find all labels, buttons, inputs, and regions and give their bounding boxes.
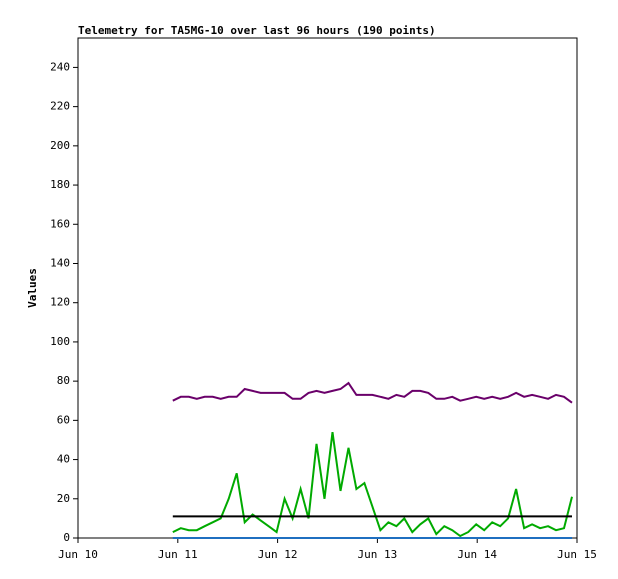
plot-frame [77, 37, 578, 539]
x-tick-label: Jun 11 [158, 548, 198, 561]
y-tick-label: 200 [50, 139, 70, 152]
x-tick-label: Jun 10 [58, 548, 98, 561]
y-tick-label: 240 [50, 60, 70, 73]
y-tick-label: 80 [57, 374, 70, 387]
y-tick-label: 60 [57, 413, 70, 426]
y-tick-label: 140 [50, 256, 70, 269]
y-axis-label: Values [26, 268, 39, 308]
y-tick-label: 120 [50, 296, 70, 309]
x-tick-label: Jun 13 [358, 548, 398, 561]
y-tick-label: 40 [57, 453, 70, 466]
chart-title: Telemetry for TA5MG-10 over last 96 hour… [78, 24, 436, 37]
y-tick-label: 20 [57, 492, 70, 505]
series-line [172, 431, 573, 538]
y-tick-label: 180 [50, 178, 70, 191]
y-tick-label: 160 [50, 217, 70, 230]
y-tick-label: 100 [50, 335, 70, 348]
y-tick-label: 220 [50, 100, 70, 113]
series-line [172, 381, 573, 404]
x-tick-label: Jun 15 [557, 548, 597, 561]
y-tick-label: 0 [63, 531, 70, 544]
x-tick-label: Jun 12 [258, 548, 298, 561]
x-tick-label: Jun 14 [457, 548, 497, 561]
